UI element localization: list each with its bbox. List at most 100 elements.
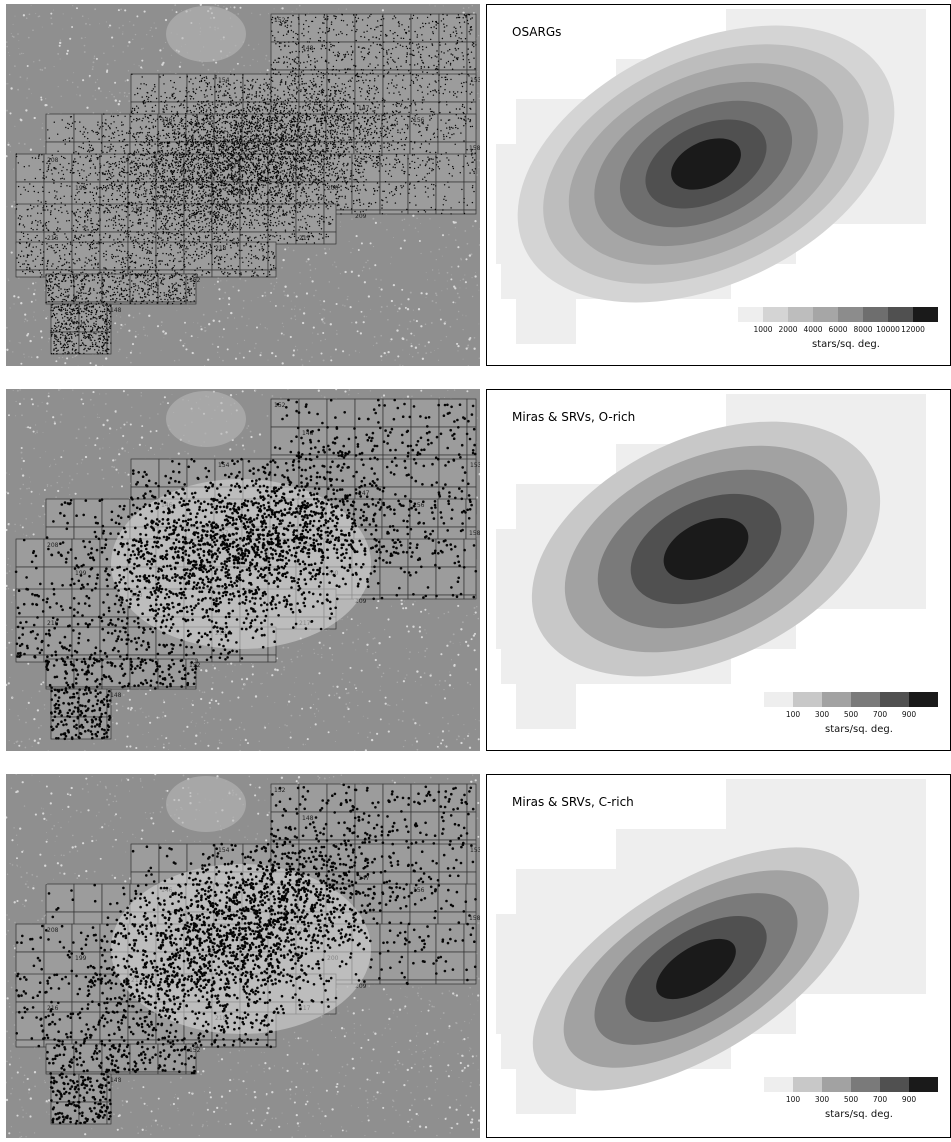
variable-star: [179, 251, 181, 253]
variable-star: [355, 112, 357, 114]
sky-speck: [254, 347, 256, 349]
variable-star: [266, 179, 269, 181]
variable-star: [120, 175, 122, 177]
variable-star: [306, 200, 308, 203]
variable-star: [240, 122, 242, 124]
sky-speck: [10, 251, 13, 254]
sky-speck: [344, 270, 347, 274]
variable-star: [114, 293, 116, 296]
variable-star: [362, 175, 364, 177]
variable-star: [210, 228, 213, 231]
ogle-field: [326, 73, 356, 103]
sky-speck: [217, 277, 220, 279]
ogle-field: [407, 181, 437, 211]
sky-speck: [217, 351, 219, 354]
sky-speck: [450, 278, 453, 281]
variable-star: [78, 258, 80, 260]
variable-star: [398, 112, 400, 114]
sky-speck: [439, 227, 441, 228]
variable-star: [202, 194, 204, 196]
sky-speck: [13, 295, 16, 298]
variable-star: [336, 200, 338, 203]
variable-star: [112, 224, 115, 226]
variable-star: [360, 35, 362, 38]
variable-star: [164, 116, 167, 119]
variable-star: [315, 131, 318, 134]
sky-speck: [146, 335, 148, 337]
variable-star: [291, 150, 293, 152]
variable-star: [135, 277, 137, 279]
variable-star: [345, 113, 348, 115]
variable-star: [168, 167, 170, 169]
sky-speck: [449, 325, 452, 328]
variable-star: [112, 162, 114, 165]
variable-star: [230, 111, 232, 114]
variable-star: [160, 220, 163, 222]
variable-star: [325, 59, 327, 61]
variable-star: [66, 311, 68, 314]
variable-star: [110, 204, 112, 206]
variable-star: [315, 176, 317, 178]
sky-speck: [27, 36, 30, 39]
variable-star: [205, 186, 207, 189]
variable-star: [200, 110, 203, 112]
variable-star: [332, 133, 334, 135]
sky-speck: [74, 355, 77, 358]
variable-star: [199, 237, 201, 239]
variable-star: [469, 172, 471, 174]
variable-star: [106, 185, 109, 187]
variable-star: [178, 143, 180, 145]
sky-speck: [134, 33, 137, 36]
variable-star: [132, 283, 135, 285]
sky-speck: [9, 151, 11, 153]
sky-speck: [164, 41, 167, 44]
variable-star: [143, 83, 145, 85]
variable-star: [254, 255, 257, 257]
variable-star: [276, 110, 279, 113]
variable-star: [171, 115, 173, 118]
sky-speck: [295, 295, 298, 298]
variable-star: [433, 64, 435, 67]
variable-star: [155, 286, 157, 288]
sky-speck: [369, 242, 372, 245]
sky-speck: [7, 279, 10, 282]
variable-star: [56, 340, 58, 342]
variable-star: [245, 271, 247, 273]
variable-star: [452, 127, 454, 129]
sky-speck: [8, 73, 11, 76]
ogle-field: [326, 13, 356, 43]
sky-speck: [457, 265, 460, 268]
variable-star: [219, 153, 221, 156]
variable-star: [172, 154, 175, 156]
variable-star: [107, 305, 110, 307]
variable-star: [210, 173, 212, 175]
sky-speck: [118, 100, 121, 103]
sky-speck: [312, 326, 315, 329]
sky-speck: [25, 109, 28, 112]
sky-speck: [118, 27, 121, 29]
variable-star: [198, 175, 200, 177]
variable-star: [430, 158, 432, 160]
variable-star: [266, 146, 268, 149]
sky-speck: [13, 200, 16, 203]
variable-star: [284, 202, 287, 204]
sky-speck: [410, 345, 413, 348]
variable-star: [446, 104, 448, 106]
variable-star: [262, 112, 264, 115]
variable-star: [413, 167, 416, 170]
variable-star: [247, 183, 249, 185]
sky-speck: [412, 309, 414, 311]
variable-star: [102, 151, 104, 153]
sky-speck: [34, 319, 37, 321]
variable-star: [318, 186, 320, 188]
variable-star: [375, 26, 377, 28]
sky-speck: [7, 278, 9, 280]
variable-star: [437, 53, 440, 56]
sky-speck: [137, 333, 139, 335]
variable-star: [375, 166, 377, 168]
sky-speck: [320, 304, 322, 306]
sky-speck: [476, 284, 478, 286]
variable-star: [190, 143, 193, 146]
variable-star: [79, 223, 81, 226]
sky-speck: [141, 48, 143, 50]
